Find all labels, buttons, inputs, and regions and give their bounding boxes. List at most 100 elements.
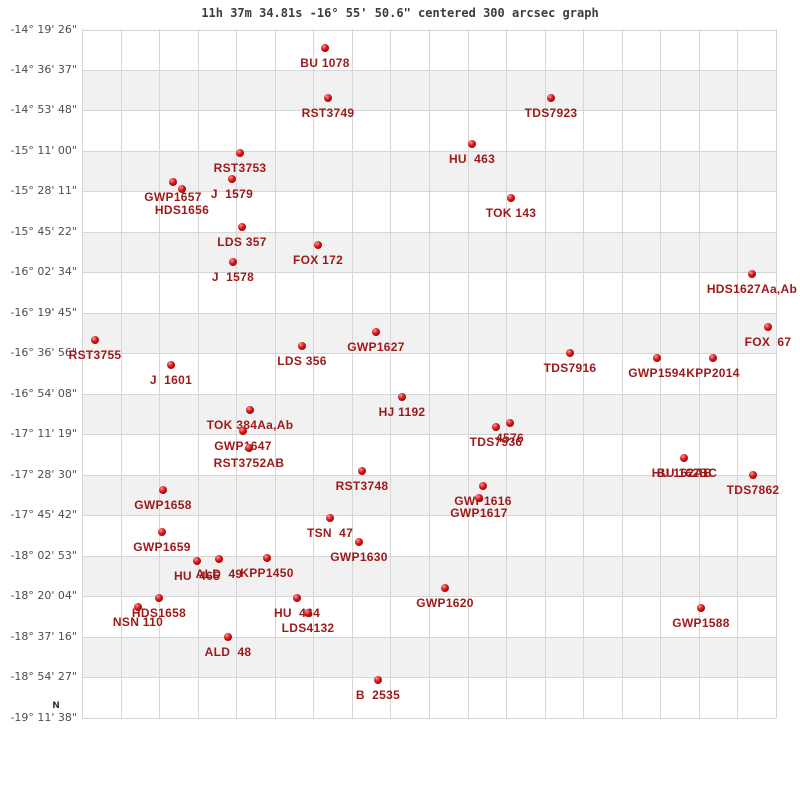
grid-hline [82,515,776,517]
star-label: LDS 356 [277,354,327,368]
grid-hline [82,636,776,638]
star-marker [372,328,380,336]
grid-hline [82,717,776,719]
star-label: GWP1620 [416,596,474,610]
star-marker [228,175,236,183]
star-marker [263,554,271,562]
grid-vline [583,29,585,718]
star-label: 4576 [496,431,524,445]
star-marker [358,467,366,475]
star-marker [697,604,705,612]
star-label: KPP1450 [240,566,294,580]
star-label: HU 162AB [651,466,713,480]
grid-hline [82,69,776,71]
star-marker [229,258,237,266]
star-marker [314,241,322,249]
y-tick-label: -15° 11' 00" [10,143,77,157]
grid-vline [236,29,238,718]
y-tick-label: -17° 28' 30" [10,467,77,481]
grid-vline [351,29,353,718]
grid-hline [82,596,776,598]
star-label: KPP2014 [686,366,740,380]
star-label: RST3749 [301,106,355,120]
star-label: HU 465 [173,569,221,583]
star-label: FOX 172 [292,253,344,267]
star-label: ALD 49 [195,567,243,581]
star-label: GWP1588 [672,616,730,630]
grid-hline [82,150,776,152]
star-label: HDS1656 [154,203,210,217]
grid-vline [82,29,83,718]
star-label: HU 464 [273,606,321,620]
star-label: HU 463 [448,152,496,166]
star-label: GWP1617 [450,506,508,520]
star-marker [374,676,382,684]
grid-hline [82,110,776,112]
grid-hline [82,191,776,193]
star-marker [224,633,232,641]
grid-vline [621,29,623,718]
star-label: GWP1627 [347,340,405,354]
star-marker [506,419,514,427]
y-tick-label: -18° 37' 16" [10,629,77,643]
grid-hline [82,312,776,314]
grid-vline [776,29,777,718]
y-tick-label: -14° 19' 26" [10,22,77,36]
star-label: GWP1594 [628,366,686,380]
star-label: BU 162BC [656,466,718,480]
star-marker [709,354,717,362]
grid-hline [82,474,776,476]
star-marker [321,44,329,52]
star-marker [764,323,772,331]
star-marker [239,427,247,435]
star-label: HJ 1192 [378,405,426,419]
chart-title: 11h 37m 34.81s -16° 55' 50.6" centered 3… [201,6,599,20]
grid-vline [467,29,469,718]
grid-vline [737,29,739,718]
star-marker [653,354,661,362]
star-label: TOK 384Aa,Ab [206,418,294,432]
star-label: TDS7862 [726,483,780,497]
grid-hline [82,677,776,679]
star-label: GWP1616 [454,494,512,508]
star-marker [159,486,167,494]
y-tick-label: -16° 19' 45" [10,305,77,319]
star-marker [298,342,306,350]
star-marker [304,609,312,617]
star-marker [547,94,555,102]
star-marker [324,94,332,102]
star-marker [158,528,166,536]
grid-hline [82,353,776,355]
star-label: RST3753 [213,161,267,175]
north-indicator: N [52,701,60,711]
star-label: HDS1627Aa,Ab [706,282,798,296]
star-label: TDS7916 [543,361,597,375]
star-label: LDS 357 [217,235,267,249]
y-tick-label: -18° 54' 27" [10,670,77,684]
star-marker [468,140,476,148]
star-marker [507,194,515,202]
star-marker [475,494,483,502]
star-marker [91,336,99,344]
star-label: GWP1630 [330,550,388,564]
grid-vline [660,29,662,718]
star-label: RST3752AB [213,456,285,470]
star-label: GWP1659 [133,540,191,554]
y-tick-label: -14° 36' 37" [10,62,77,76]
star-marker [749,471,757,479]
star-marker [215,555,223,563]
grid-vline [313,29,315,718]
grid-vline [197,29,199,718]
star-marker [246,406,254,414]
star-label: GWP1647 [214,439,272,453]
star-label: GWP1658 [134,498,192,512]
y-tick-label: -14° 53' 48" [10,103,77,117]
star-marker [155,594,163,602]
star-marker [479,482,487,490]
grid-hline [82,434,776,436]
grid-vline [698,29,700,718]
y-tick-label: -17° 11' 19" [10,427,77,441]
star-label: FOX 67 [744,335,792,349]
star-label: TDS7923 [524,106,578,120]
